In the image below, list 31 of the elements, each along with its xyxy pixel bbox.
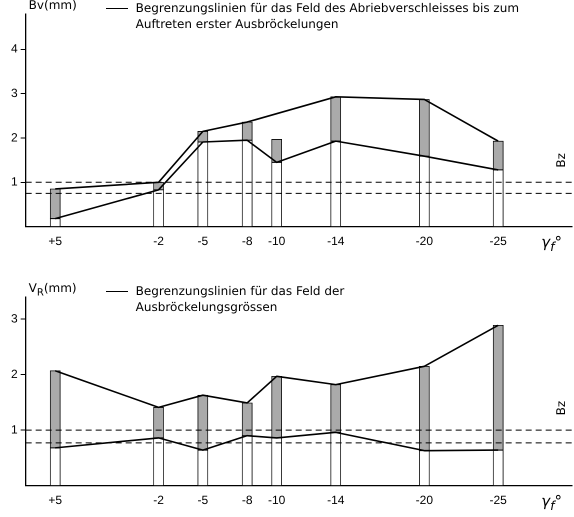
x-tick-label: -5 xyxy=(198,493,209,508)
y-tick-label: 2 xyxy=(10,130,18,144)
x-tick-label: -25 xyxy=(490,234,508,248)
x-axis-title: γ$_{f}$° xyxy=(541,232,562,254)
x-tick-label: -8 xyxy=(242,493,253,508)
y-tick-label: 1 xyxy=(10,174,18,189)
y-axis-title: V$_{R}$(mm) xyxy=(28,281,77,298)
y-tick-label: 4 xyxy=(10,42,18,56)
y-tick-label: 1 xyxy=(10,422,18,436)
x-tick-label: -10 xyxy=(268,234,286,248)
x-tick-label: -8 xyxy=(242,234,253,248)
x-tick-label: +5 xyxy=(48,493,62,508)
x-tick-label: -20 xyxy=(416,234,434,248)
x-tick-label: -14 xyxy=(327,493,345,508)
legend-label: Begrenzungslinien für das Feld des Abriebverschleisses bis zum Auftreten erster Ausbröckelungen xyxy=(136,0,520,32)
y-tick-label: 3 xyxy=(10,312,18,326)
annotation: Bz xyxy=(554,153,568,168)
legend-label: Begrenzungslinien für das Feld der Ausbröckelungsgrössen xyxy=(136,283,346,315)
y-tick-label: 2 xyxy=(10,366,18,381)
x-tick-label: -20 xyxy=(416,493,434,508)
y-axis-title: Bv(mm) xyxy=(28,0,77,12)
x-axis-title: γ$_{f}$° xyxy=(541,492,562,513)
annotation: Bz xyxy=(554,400,568,416)
x-tick-label: -25 xyxy=(490,493,508,508)
x-tick-label: -2 xyxy=(153,234,164,248)
x-tick-label: +5 xyxy=(48,234,62,248)
y-tick-label: 3 xyxy=(10,86,18,100)
x-tick-label: -5 xyxy=(198,234,209,248)
x-tick-label: -14 xyxy=(327,234,345,248)
x-tick-label: -10 xyxy=(268,493,286,508)
x-tick-label: -2 xyxy=(153,493,164,508)
